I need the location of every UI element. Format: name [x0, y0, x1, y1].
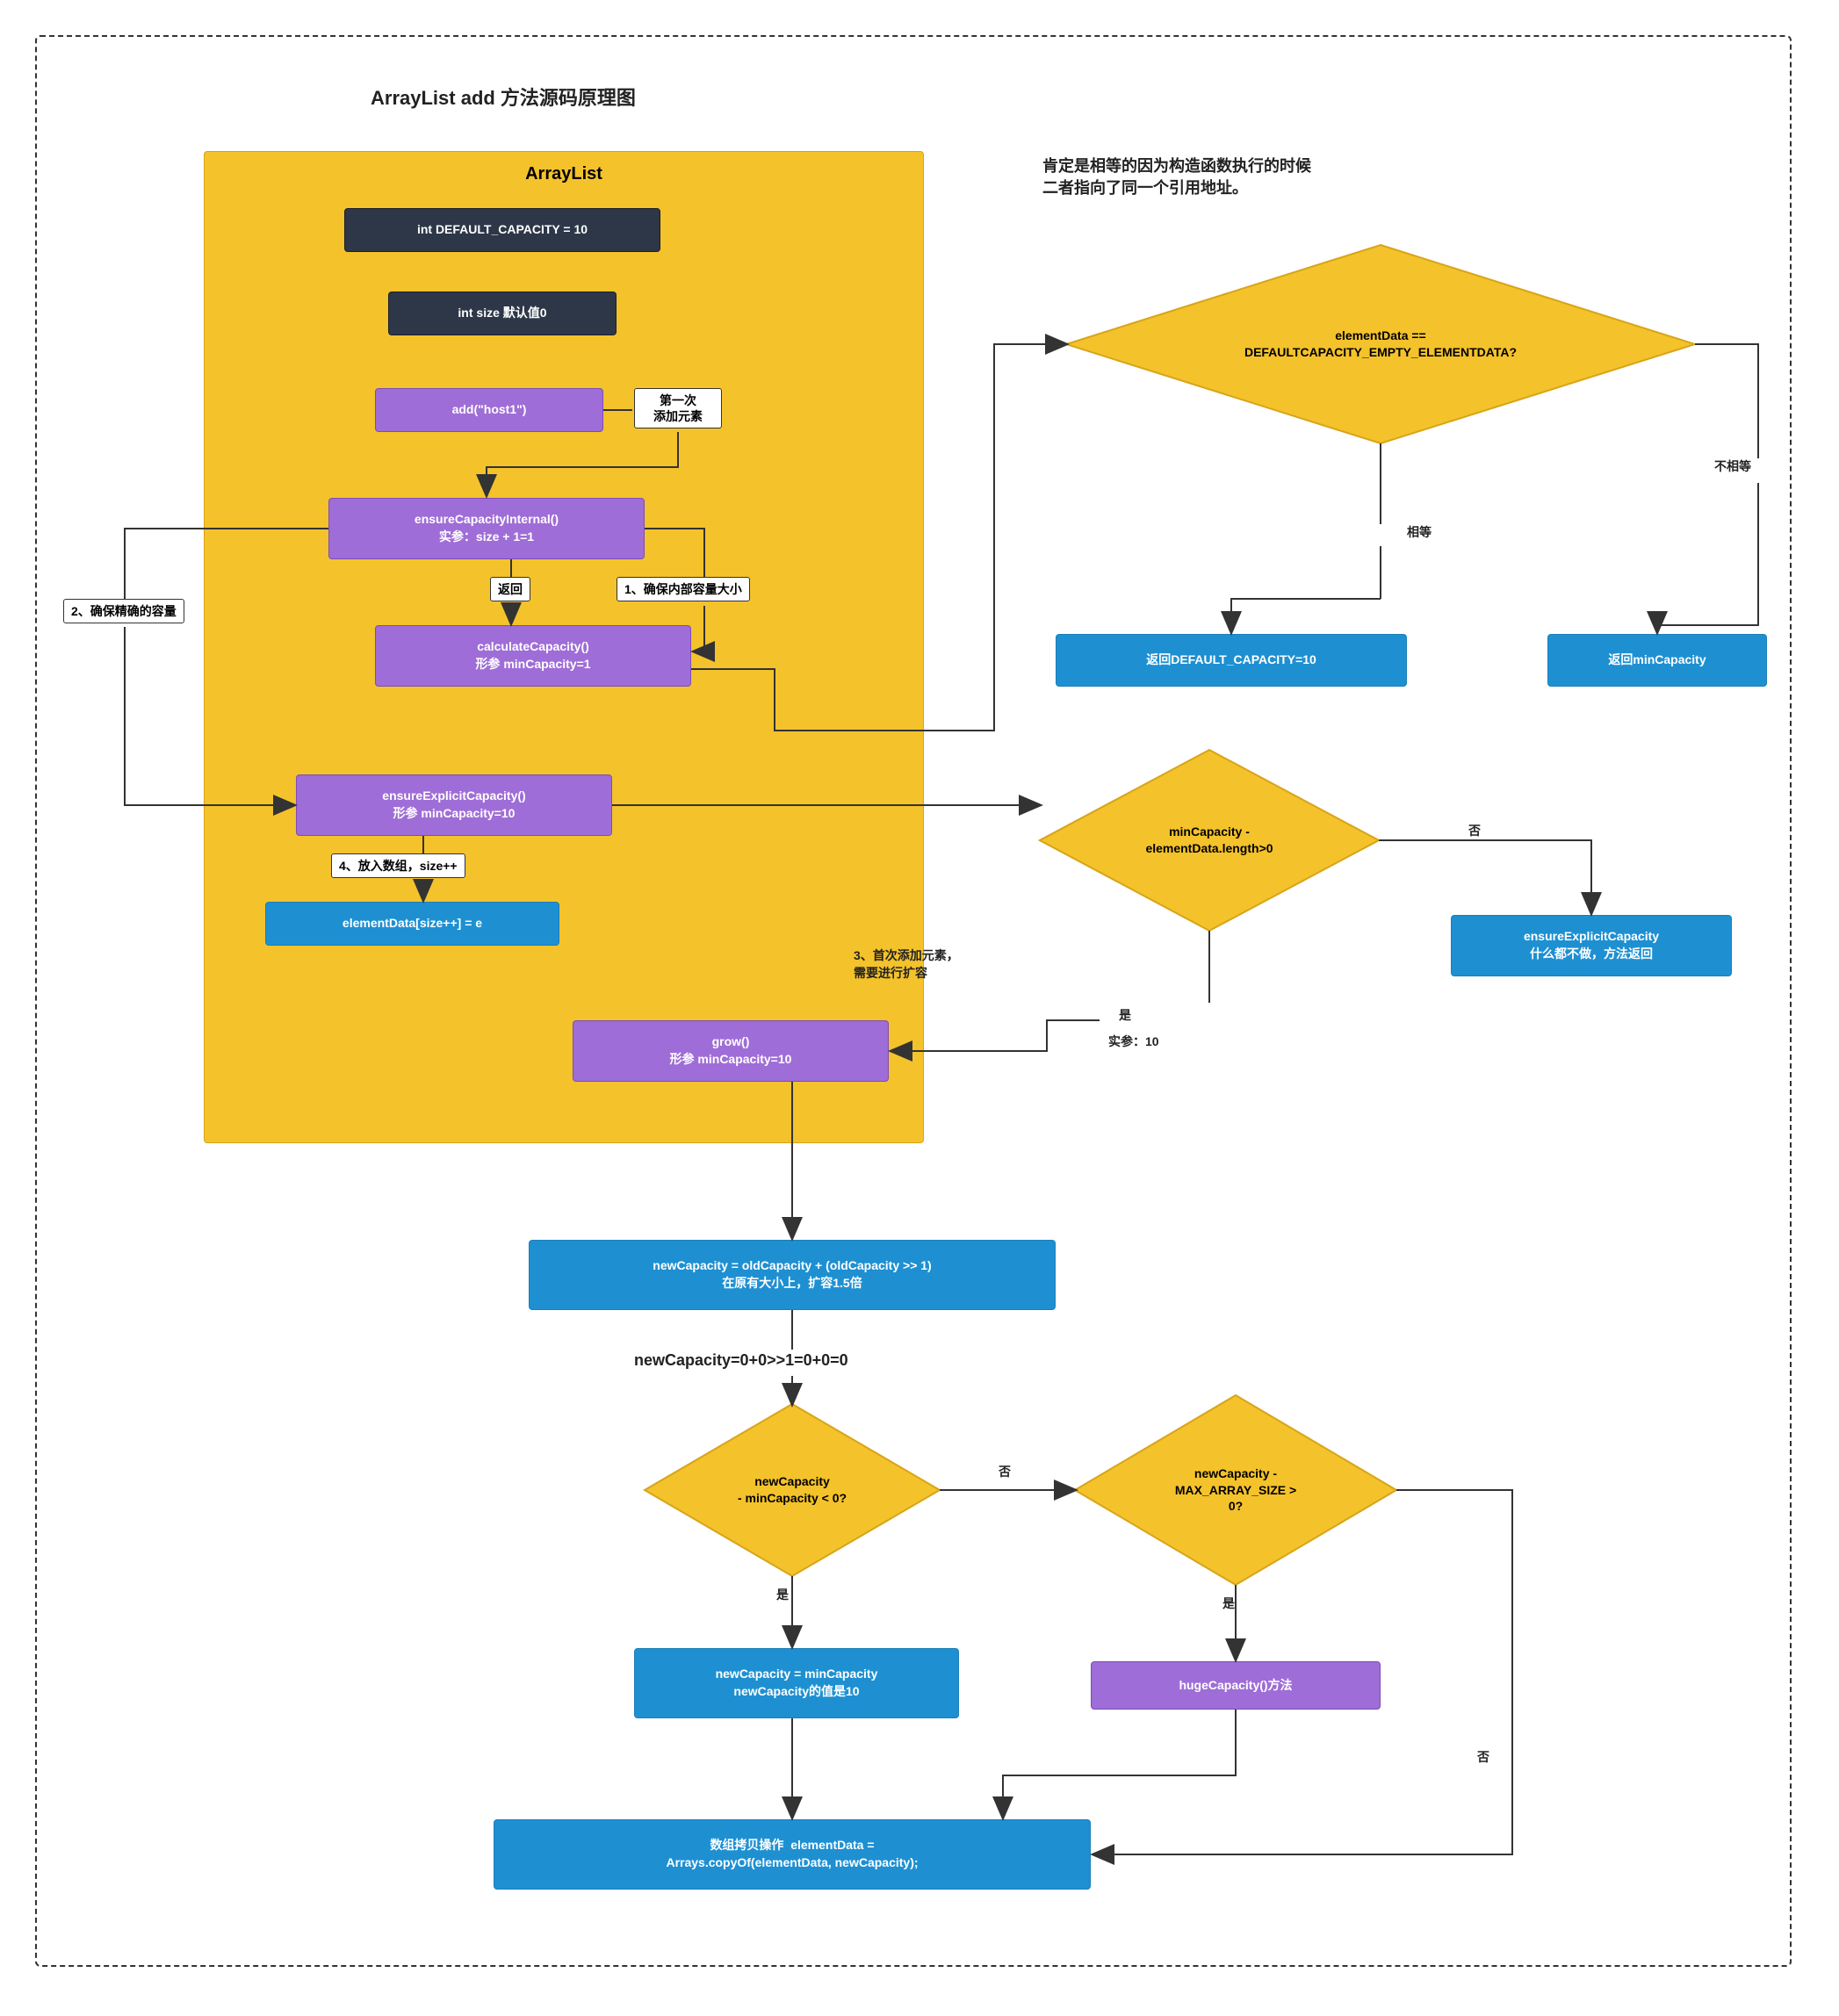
label-yes-1: 是 [1119, 1007, 1131, 1025]
node-ensure-internal: ensureCapacityInternal() 实参：size + 1=1 [328, 498, 645, 559]
label-yes-2: 是 [776, 1587, 789, 1604]
decision-newcap-min: newCapacity - minCapacity < 0? [643, 1402, 941, 1578]
node-ensure-explicit: ensureExplicitCapacity() 形参 minCapacity=… [296, 774, 612, 836]
label-no-3: 否 [1477, 1749, 1489, 1767]
label-equal: 相等 [1407, 524, 1432, 542]
label-step3: 3、首次添加元素， 需要进行扩容 [854, 947, 959, 982]
node-return-mincapacity: 返回minCapacity [1547, 634, 1767, 687]
node-newcap-eq-min: newCapacity = minCapacity newCapacity的值是… [634, 1648, 959, 1718]
node-add: add("host1") [375, 388, 603, 432]
node-huge-capacity: hugeCapacity()方法 [1091, 1661, 1381, 1710]
decision-mincap-length: minCapacity - elementData.length>0 [1038, 748, 1381, 932]
node-default-capacity: int DEFAULT_CAPACITY = 10 [344, 208, 660, 252]
node-size: int size 默认值0 [388, 292, 617, 335]
label-newcap-calc: newCapacity=0+0>>1=0+0=0 [634, 1350, 848, 1372]
flowchart-canvas: ArrayList add 方法源码原理图 ArrayList int DEFA… [35, 35, 1792, 1967]
node-newcapacity: newCapacity = oldCapacity + (oldCapacity… [529, 1240, 1056, 1310]
label-no-1: 否 [1468, 823, 1481, 840]
node-grow: grow() 形参 minCapacity=10 [573, 1020, 889, 1082]
node-elementdata-assign: elementData[size++] = e [265, 902, 559, 946]
label-step1: 1、确保内部容量大小 [617, 577, 750, 601]
label-actual-10: 实参：10 [1108, 1033, 1159, 1051]
node-arrays-copyof: 数组拷贝操作 elementData = Arrays.copyOf(eleme… [494, 1819, 1091, 1890]
group-title: ArrayList [205, 152, 923, 190]
label-not-equal: 不相等 [1714, 458, 1751, 476]
label-yes-3: 是 [1222, 1595, 1235, 1613]
node-return-default: 返回DEFAULT_CAPACITY=10 [1056, 634, 1407, 687]
note-constructor: 肯定是相等的因为构造函数执行的时候 二者指向了同一个引用地址。 [1042, 155, 1311, 199]
decision-newcap-max: newCapacity - MAX_ARRAY_SIZE > 0? [1073, 1393, 1398, 1587]
node-calculate-capacity: calculateCapacity() 形参 minCapacity=1 [375, 625, 691, 687]
chart-title: ArrayList add 方法源码原理图 [371, 83, 636, 111]
decision-elementdata-equal: elementData == DEFAULTCAPACITY_EMPTY_ELE… [1064, 243, 1697, 445]
label-first-add: 第一次 添加元素 [634, 388, 722, 428]
label-return: 返回 [490, 577, 530, 601]
label-no-2: 否 [999, 1464, 1011, 1481]
node-noop: ensureExplicitCapacity 什么都不做，方法返回 [1451, 915, 1732, 976]
label-step4: 4、放入数组，size++ [331, 853, 465, 878]
label-step2: 2、确保精确的容量 [63, 599, 184, 623]
